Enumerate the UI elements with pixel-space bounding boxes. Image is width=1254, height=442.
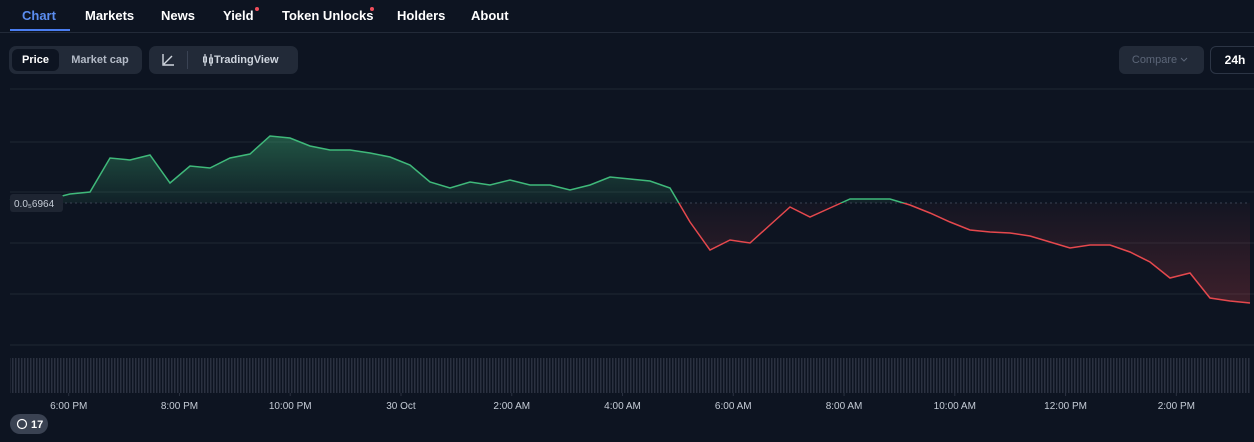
- x-tick-label: 8:00 PM: [161, 401, 198, 412]
- candle-icon: [203, 54, 213, 66]
- area-fill: [10, 136, 1250, 303]
- tab[interactable]: About: [471, 8, 509, 23]
- separator: [187, 51, 188, 69]
- price-line: [9, 135, 1251, 304]
- compare-button[interactable]: Compare: [1119, 46, 1204, 74]
- tab[interactable]: Yield: [223, 8, 254, 23]
- line-icon[interactable]: [160, 52, 176, 68]
- chevron: [1180, 57, 1188, 62]
- divider: [0, 32, 1254, 33]
- x-tick-label: 2:00 PM: [1158, 401, 1195, 412]
- toggle-button[interactable]: Price: [12, 49, 59, 71]
- range-button[interactable]: 24h: [1210, 46, 1254, 74]
- x-tick-label: 12:00 PM: [1044, 401, 1087, 412]
- baseline-label-bg: [10, 194, 63, 212]
- badge-bg: [10, 414, 48, 434]
- style-button[interactable]: TradingView: [214, 54, 279, 66]
- badge-count: 17: [31, 419, 43, 431]
- toggle-button[interactable]: Market cap: [71, 54, 129, 66]
- grid: [10, 88, 1254, 346]
- tab[interactable]: Markets: [85, 8, 135, 23]
- clock-icon: [16, 418, 28, 430]
- tab[interactable]: News: [161, 8, 195, 23]
- baseline-label: 0.0₅6964: [14, 199, 55, 210]
- notice-dot: [370, 7, 374, 11]
- tab[interactable]: Chart: [22, 8, 56, 23]
- x-tick-label: 6:00 AM: [715, 401, 752, 412]
- x-tick-label: 8:00 AM: [826, 401, 863, 412]
- tab[interactable]: Holders: [397, 8, 446, 23]
- x-tick-label: 4:00 AM: [604, 401, 641, 412]
- x-tick-label: 6:00 PM: [50, 401, 87, 412]
- x-tick-label: 2:00 AM: [493, 401, 530, 412]
- tab-underline: [10, 29, 70, 31]
- x-tick-label: 30 Oct: [386, 401, 416, 412]
- history-badge[interactable]: 17: [10, 414, 48, 434]
- compare-label: Compare: [1131, 54, 1178, 66]
- x-tick-label: 10:00 AM: [934, 401, 976, 412]
- x-tick-label: 10:00 PM: [269, 401, 312, 412]
- style-group: [149, 46, 298, 74]
- notice-dot: [255, 7, 259, 11]
- volume-strip: [10, 358, 1250, 393]
- tab[interactable]: Token Unlocks: [282, 8, 374, 23]
